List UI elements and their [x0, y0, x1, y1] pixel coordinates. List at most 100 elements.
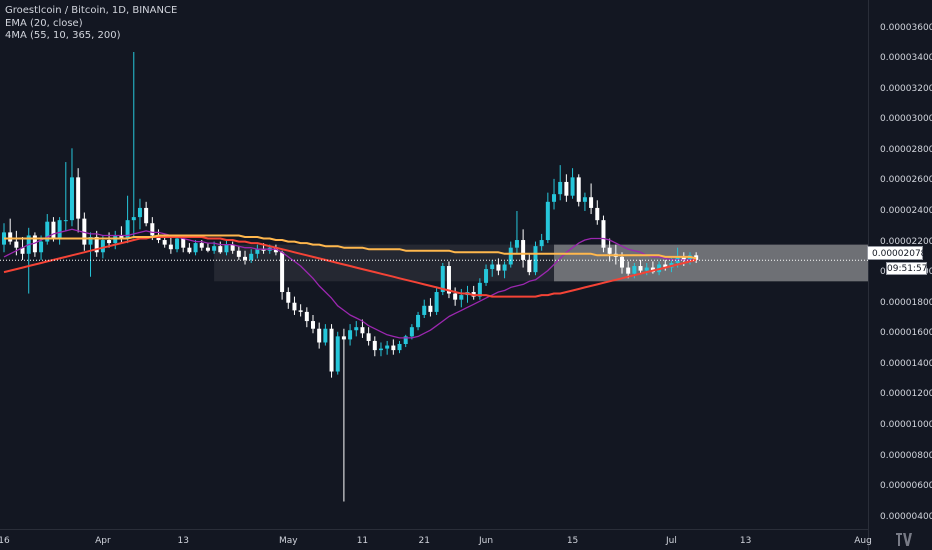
price-tick-label: 0.00003400 — [880, 53, 932, 64]
candle-body — [490, 264, 495, 270]
candle-body — [459, 295, 464, 300]
candle-body — [94, 236, 99, 253]
line-ma-365 — [4, 234, 697, 260]
price-tick-label: 0.00001000 — [880, 420, 932, 431]
candle-body — [446, 266, 451, 294]
candle-body — [422, 305, 427, 315]
candle-body — [576, 177, 581, 202]
candle-body — [341, 336, 346, 340]
candle-body — [589, 197, 594, 208]
candle-body — [601, 220, 606, 248]
time-tick-label: Jul — [666, 536, 677, 546]
time-tick-label: May — [278, 536, 298, 546]
candle-body — [100, 240, 105, 253]
price-axis[interactable] — [868, 0, 932, 550]
price-tick-label: 0.00001200 — [880, 389, 932, 400]
candle-body — [558, 181, 563, 195]
candle-body — [273, 247, 278, 253]
indicator-lines — [3, 228, 697, 339]
candle-body — [416, 314, 421, 328]
candle-body — [533, 246, 538, 273]
time-tick-label: 11 — [356, 536, 369, 546]
candle-body — [63, 220, 68, 222]
candle-body — [317, 328, 322, 343]
ema-legend[interactable]: EMA (20, close) — [5, 17, 83, 29]
candle-body — [51, 221, 56, 239]
candle-body — [626, 267, 631, 274]
price-tick-label: 0.00000600 — [880, 481, 932, 492]
candle-body — [335, 336, 340, 372]
candle-body — [644, 267, 649, 271]
time-tick-label: 21 — [418, 536, 430, 546]
candle-body — [187, 247, 192, 253]
candle-body — [236, 250, 241, 257]
candle-body — [131, 217, 136, 221]
candle-body — [539, 240, 544, 247]
candle-body — [280, 252, 285, 293]
candle-body — [397, 344, 402, 351]
candle-body — [545, 201, 550, 241]
candle-body — [527, 259, 532, 273]
candle-body — [162, 240, 167, 245]
candle-body — [261, 249, 266, 251]
candle-body — [224, 244, 229, 253]
symbol-title[interactable]: Groestlcoin / Bitcoin, 1D, BINANCE — [5, 5, 178, 16]
price-tick-label: 0.00002600 — [880, 175, 932, 186]
time-tick-label: 15 — [566, 536, 579, 546]
candle-body — [125, 220, 130, 239]
candle-body — [348, 330, 353, 340]
candle-body — [564, 181, 569, 196]
candle-body — [144, 207, 149, 224]
candle-body — [205, 247, 210, 251]
time-tick-label: Jun — [479, 536, 494, 546]
candle-body — [39, 241, 44, 253]
time-axis[interactable] — [0, 529, 868, 550]
price-tick-label: 0.00002400 — [880, 205, 932, 216]
candle-body — [440, 266, 445, 293]
candle-body — [366, 333, 371, 341]
candle-body — [620, 256, 624, 268]
time-tick-label: Apr — [95, 536, 111, 546]
candle-body — [107, 240, 112, 244]
candle-body — [150, 223, 155, 236]
candle-body — [521, 240, 526, 260]
price-tick-label: 0.00003600 — [880, 22, 932, 33]
ma-legend[interactable]: 4MA (55, 10, 365, 200) — [5, 30, 121, 41]
candle-body — [372, 340, 377, 351]
candle-body — [8, 232, 13, 242]
price-tick-label: 0.00000800 — [880, 450, 932, 461]
candle-body — [638, 266, 643, 271]
candle-body — [76, 177, 81, 219]
candle-body — [32, 235, 37, 253]
candle-body — [514, 240, 519, 248]
candle-body — [137, 207, 142, 218]
price-tick-label: 0.00001800 — [880, 297, 932, 308]
candle-body — [582, 197, 587, 202]
tradingview-logo-icon[interactable] — [896, 533, 912, 546]
candle-body — [199, 243, 204, 248]
candle-body — [286, 292, 291, 303]
candle-body — [311, 321, 315, 329]
candle-body — [477, 282, 482, 297]
candle-body — [304, 311, 309, 322]
candle-body — [496, 264, 501, 271]
candle-body — [508, 247, 513, 265]
price-tick-label: 0.00003000 — [880, 114, 932, 125]
candle-body — [378, 348, 383, 351]
candle-body — [663, 264, 668, 268]
candle-body — [175, 238, 180, 250]
price-tick-label: 0.00001400 — [880, 358, 932, 369]
candle-body — [502, 264, 507, 271]
candle-body — [249, 253, 254, 260]
time-tick-label: 16 — [0, 536, 10, 546]
candle-body — [298, 310, 303, 312]
bar-countdown: 09:51:57 — [886, 262, 928, 275]
candle-body — [181, 238, 186, 248]
line-ma-55 — [3, 236, 697, 298]
candle-body — [595, 207, 600, 221]
candle-body — [230, 244, 235, 251]
candle-body — [329, 328, 334, 372]
candle-body — [88, 236, 93, 245]
